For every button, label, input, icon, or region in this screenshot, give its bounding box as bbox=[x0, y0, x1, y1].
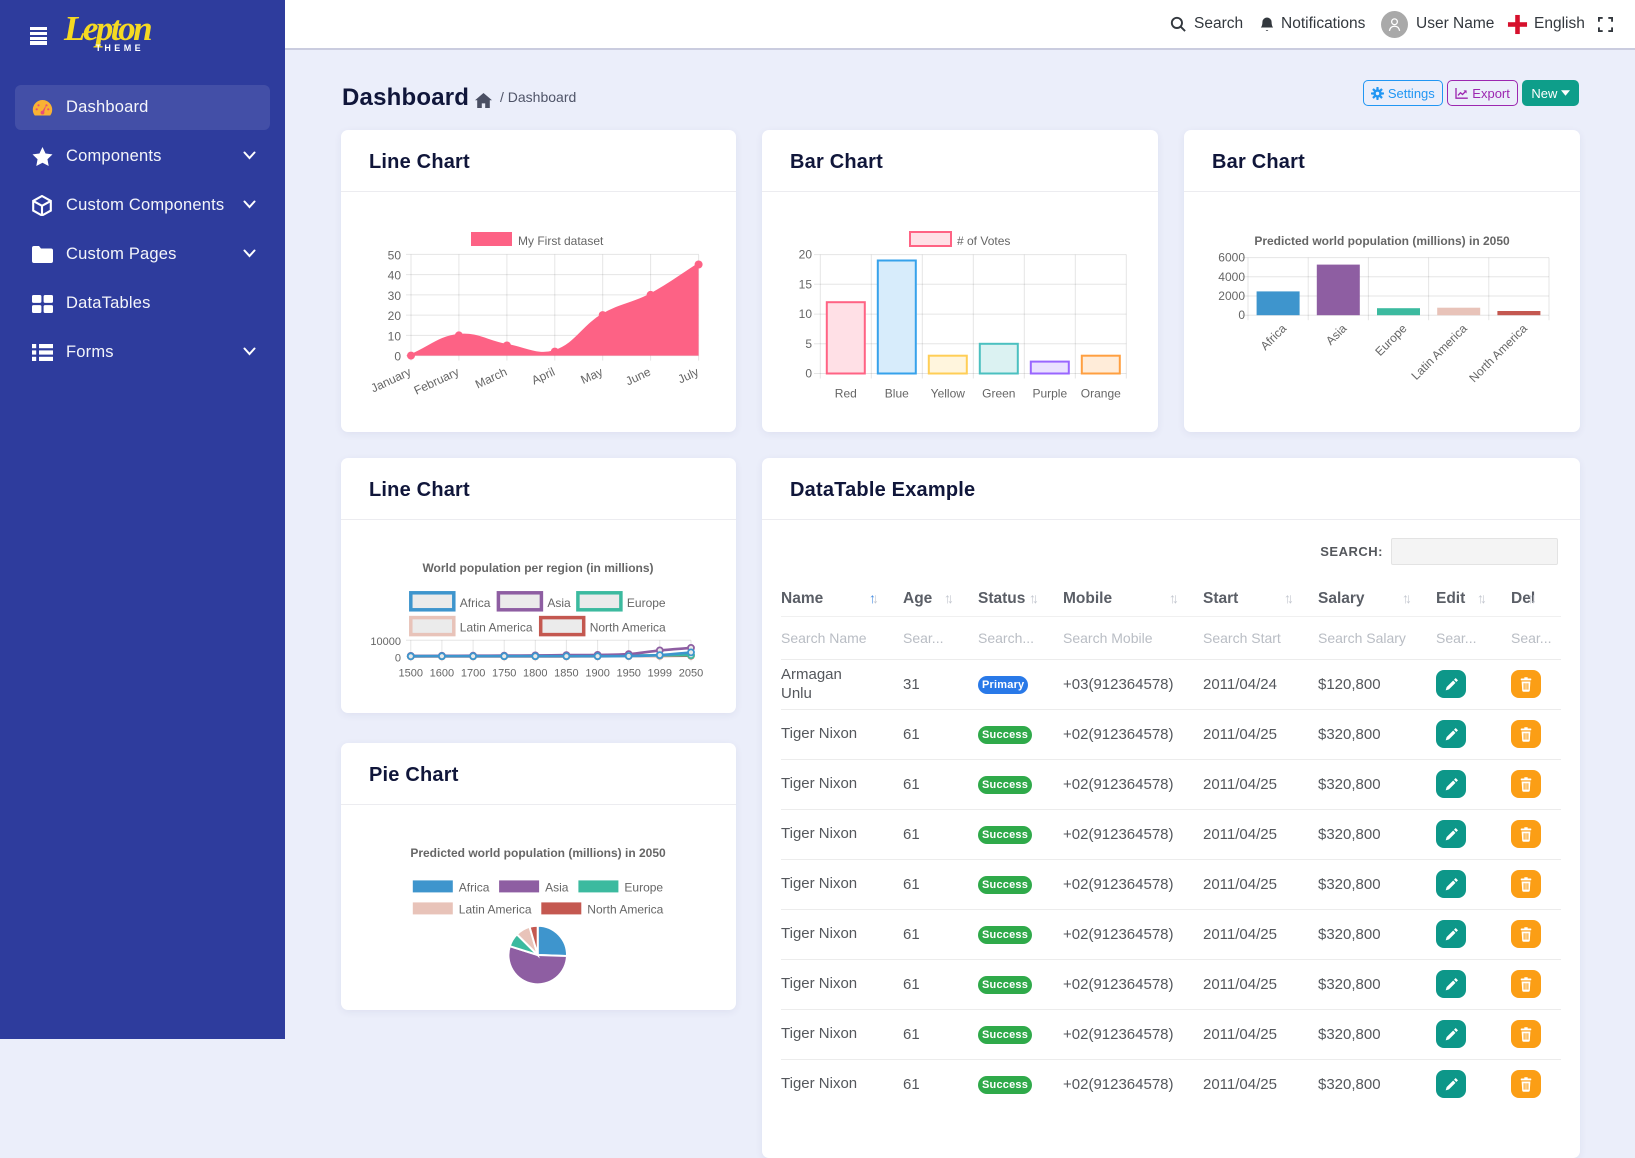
svg-text:June: June bbox=[623, 364, 653, 388]
svg-text:15: 15 bbox=[799, 277, 813, 291]
svg-text:Predicted world population (mi: Predicted world population (millions) in… bbox=[1254, 234, 1510, 248]
svg-text:January: January bbox=[369, 365, 414, 396]
svg-text:1500: 1500 bbox=[399, 667, 423, 679]
svg-text:Africa: Africa bbox=[1258, 321, 1290, 353]
svg-text:0: 0 bbox=[1238, 308, 1245, 322]
svg-text:Asia: Asia bbox=[1323, 321, 1350, 348]
svg-text:10: 10 bbox=[388, 329, 402, 343]
svg-text:World population per region (i: World population per region (in millions… bbox=[422, 561, 653, 575]
svg-text:North America: North America bbox=[587, 902, 663, 916]
svg-text:0: 0 bbox=[805, 367, 812, 381]
svg-text:Latin America: Latin America bbox=[459, 902, 532, 916]
svg-text:Orange: Orange bbox=[1081, 387, 1121, 401]
svg-text:6000: 6000 bbox=[1218, 251, 1245, 265]
svg-text:North America: North America bbox=[1466, 321, 1530, 385]
svg-text:Blue: Blue bbox=[885, 387, 909, 401]
svg-text:February: February bbox=[412, 365, 461, 398]
svg-text:Latin America: Latin America bbox=[460, 621, 533, 635]
svg-text:1999: 1999 bbox=[648, 667, 672, 679]
svg-text:Europe: Europe bbox=[1372, 321, 1409, 358]
svg-text:10: 10 bbox=[799, 307, 813, 321]
svg-text:2050: 2050 bbox=[679, 667, 703, 679]
svg-text:July: July bbox=[676, 365, 701, 387]
svg-text:Green: Green bbox=[982, 387, 1015, 401]
svg-text:May: May bbox=[579, 365, 605, 387]
svg-text:1900: 1900 bbox=[585, 667, 609, 679]
svg-text:Predicted world population (mi: Predicted world population (millions) in… bbox=[410, 846, 666, 860]
svg-text:1750: 1750 bbox=[492, 667, 516, 679]
svg-text:Latin America: Latin America bbox=[1409, 321, 1471, 383]
svg-text:Red: Red bbox=[835, 387, 857, 401]
svg-text:20: 20 bbox=[388, 309, 402, 323]
svg-text:# of Votes: # of Votes bbox=[957, 234, 1010, 248]
svg-text:March: March bbox=[473, 365, 509, 392]
svg-text:1800: 1800 bbox=[523, 667, 547, 679]
svg-text:50: 50 bbox=[388, 248, 402, 262]
svg-text:North America: North America bbox=[590, 621, 666, 635]
svg-text:Europe: Europe bbox=[624, 880, 663, 894]
svg-text:5: 5 bbox=[805, 337, 812, 351]
svg-text:1600: 1600 bbox=[430, 667, 454, 679]
svg-text:0: 0 bbox=[394, 350, 401, 364]
svg-text:4000: 4000 bbox=[1218, 270, 1245, 284]
svg-text:2000: 2000 bbox=[1218, 289, 1245, 303]
svg-text:0: 0 bbox=[395, 652, 401, 664]
svg-text:Africa: Africa bbox=[460, 596, 491, 610]
svg-text:Africa: Africa bbox=[459, 880, 490, 894]
svg-text:My First dataset: My First dataset bbox=[518, 234, 604, 248]
svg-text:Purple: Purple bbox=[1032, 387, 1067, 401]
svg-text:Asia: Asia bbox=[545, 880, 569, 894]
svg-text:April: April bbox=[529, 365, 557, 388]
svg-text:10000: 10000 bbox=[370, 636, 401, 648]
svg-text:40: 40 bbox=[388, 269, 402, 283]
svg-text:Yellow: Yellow bbox=[931, 387, 966, 401]
svg-text:1950: 1950 bbox=[616, 667, 640, 679]
svg-text:30: 30 bbox=[388, 289, 402, 303]
svg-text:1700: 1700 bbox=[461, 667, 485, 679]
svg-text:20: 20 bbox=[799, 248, 813, 262]
svg-text:Europe: Europe bbox=[627, 596, 666, 610]
svg-text:1850: 1850 bbox=[554, 667, 578, 679]
svg-text:Asia: Asia bbox=[547, 596, 571, 610]
